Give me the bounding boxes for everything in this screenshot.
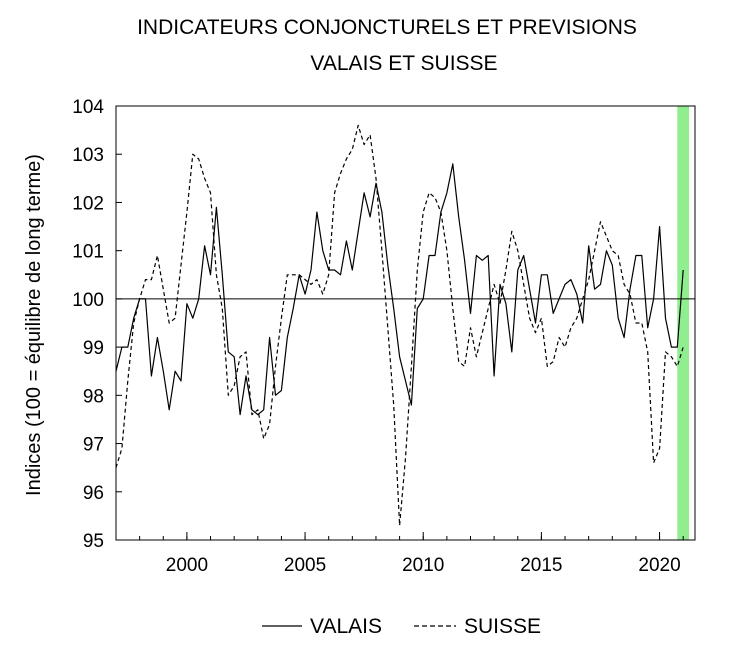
- forecast-band: [677, 106, 690, 540]
- y-tick-label: 101: [72, 242, 104, 263]
- y-axis-label: Indices (100 = équilibre de long terme): [23, 154, 45, 496]
- x-tick-label: 2000: [166, 555, 208, 576]
- plot-area: 95 96 97 98 99 100 101 102 103 104 2000 2005 2010 201…: [72, 97, 696, 576]
- y-tick-label: 100: [72, 290, 104, 311]
- series-line-valais: [115, 163, 684, 416]
- series-line-suisse: [115, 124, 684, 527]
- x-tick-label: 2010: [402, 555, 444, 576]
- y-tick-label: 95: [83, 531, 104, 552]
- legend: VALAIS SUISSE: [262, 615, 541, 638]
- legend-label-valais: VALAIS: [310, 615, 382, 638]
- x-tick-label: 2005: [284, 555, 326, 576]
- plot-frame: [115, 105, 696, 541]
- y-tick-label: 102: [72, 193, 104, 214]
- y-tick-label: 97: [83, 435, 104, 456]
- x-tick-label: 2020: [638, 555, 680, 576]
- legend-label-suisse: SUISSE: [464, 615, 541, 638]
- y-tick-label: 99: [83, 338, 104, 359]
- y-tick-label: 104: [72, 97, 104, 118]
- chart-subtitle: VALAIS ET SUISSE: [310, 52, 497, 75]
- y-tick-label: 98: [83, 386, 104, 407]
- chart-title: INDICATEURS CONJONCTURELS ET PREVISIONS: [137, 16, 637, 39]
- y-tick-label: 96: [83, 483, 104, 504]
- y-tick-label: 103: [72, 145, 104, 166]
- x-tick-label: 2015: [520, 555, 562, 576]
